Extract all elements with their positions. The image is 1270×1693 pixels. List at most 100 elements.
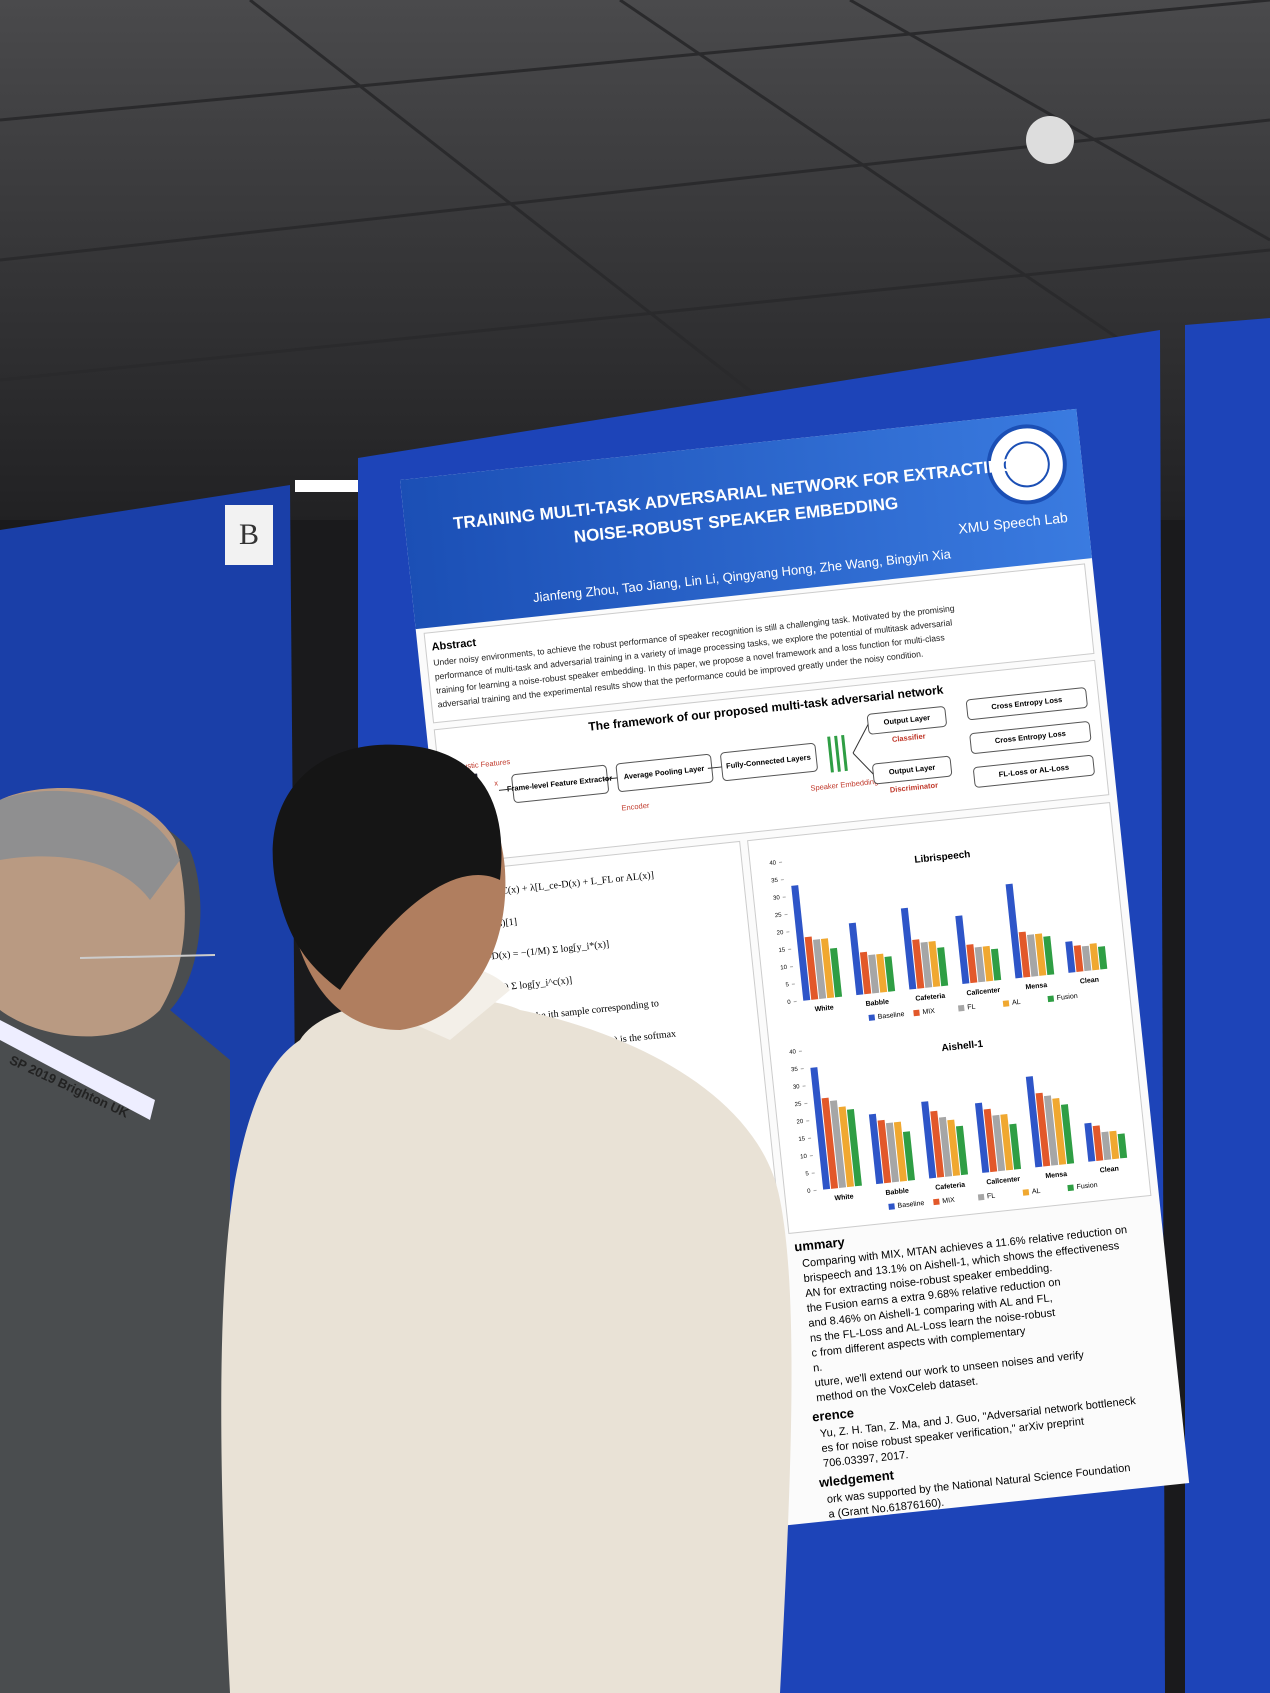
bar: [1092, 1125, 1104, 1161]
legend-swatch: [933, 1198, 940, 1206]
bar: [992, 1114, 1006, 1172]
legend-swatch: [1022, 1189, 1030, 1196]
arrow: [852, 724, 869, 754]
x-tick-label: Cafeteria: [915, 993, 946, 1003]
legend-swatch: [913, 1009, 920, 1017]
sign: [225, 505, 273, 565]
abstract-box: [423, 563, 1095, 724]
y-tick-label: 20: [776, 930, 784, 937]
bar: [983, 1108, 998, 1173]
man-shirt: [221, 997, 792, 1693]
chart-title: Aishell-1: [941, 1039, 984, 1054]
x-tick-label: Mensa: [1045, 1171, 1068, 1180]
poster-header: [400, 408, 1092, 630]
glasses: [79, 954, 216, 959]
bar: [791, 885, 811, 1001]
bar: [1073, 945, 1084, 972]
embedding-bar: [834, 735, 841, 772]
x-tick-label: White: [834, 1193, 854, 1202]
section-heading: ummary: [794, 1234, 847, 1254]
bar: [921, 1101, 937, 1179]
legend-label: MIX: [942, 1197, 955, 1205]
bar: [830, 947, 843, 998]
y-tick-label: 30: [773, 895, 781, 902]
arrow: [603, 777, 618, 780]
bar: [1035, 1092, 1051, 1167]
bar: [974, 946, 986, 983]
bar: [1065, 941, 1076, 973]
bar: [1052, 1097, 1067, 1165]
y-tick-label: 10: [780, 965, 788, 972]
bar: [938, 1116, 953, 1177]
smoke-detector: [1026, 116, 1074, 164]
y-tick-label: 40: [789, 1049, 797, 1056]
bar: [812, 939, 827, 1000]
head-label: Classifier: [891, 731, 926, 743]
man-hair: [272, 744, 502, 990]
legend-swatch: [957, 1004, 965, 1012]
y-tick-label: 15: [798, 1136, 806, 1143]
arrow: [498, 788, 513, 791]
bar: [955, 915, 970, 984]
embedding-bar: [841, 734, 848, 772]
bar: [848, 922, 864, 996]
y-tick-label: 0: [787, 1000, 792, 1006]
y-tick-label: 5: [805, 1171, 810, 1177]
university-logo-inner: [1003, 441, 1050, 488]
legend-swatch: [868, 1014, 876, 1021]
university-logo: [986, 424, 1067, 505]
legend-label: Fusion: [1076, 1182, 1098, 1191]
legend-label: Baseline: [877, 1011, 905, 1021]
bar: [1043, 1095, 1059, 1166]
section-line: n.: [813, 1362, 823, 1375]
older-man-hair: [0, 790, 180, 900]
bar: [1000, 1113, 1014, 1171]
bar: [1089, 943, 1100, 971]
y-tick-label: 0: [807, 1189, 812, 1195]
bar: [1043, 936, 1055, 976]
lanyard: [0, 1020, 155, 1120]
bar: [1084, 1122, 1096, 1162]
legend-label: FL: [987, 1193, 996, 1201]
x-label: x: [494, 778, 499, 787]
x-tick-label: Mensa: [1025, 982, 1048, 991]
legend-label: Baseline: [897, 1200, 925, 1210]
y-tick-label: 30: [793, 1084, 801, 1091]
abstract-heading: Abstract: [431, 637, 477, 654]
bar: [1060, 1104, 1075, 1165]
bar: [902, 1131, 915, 1181]
bar: [876, 953, 888, 993]
x-tick-label: White: [814, 1004, 834, 1013]
bar: [829, 1100, 847, 1188]
bar: [947, 1119, 961, 1176]
bar: [930, 1110, 945, 1178]
legend-label: MIX: [922, 1008, 935, 1016]
bar: [974, 1102, 990, 1173]
y-tick-label: 20: [796, 1119, 804, 1126]
legend-label: Fusion: [1056, 993, 1078, 1002]
bar: [1026, 934, 1039, 977]
bar: [1034, 933, 1047, 976]
y-tick-label: 15: [778, 947, 786, 954]
x-tick-label: Clean: [1080, 977, 1100, 986]
loss-box: [969, 721, 1092, 754]
loss-box: [973, 755, 1095, 788]
bar: [821, 1097, 839, 1189]
bar: [877, 1119, 892, 1184]
arrow: [707, 766, 722, 769]
bar: [1109, 1130, 1120, 1160]
legend-swatch: [977, 1193, 985, 1201]
y-tick-label: 25: [775, 913, 783, 920]
bar: [885, 1122, 900, 1183]
y-tick-label: 10: [800, 1154, 808, 1161]
bar: [820, 938, 835, 999]
legend-swatch: [1002, 1000, 1010, 1007]
y-tick-label: 35: [771, 878, 779, 885]
encoder-label: Encoder: [621, 801, 650, 813]
bar: [1081, 945, 1092, 972]
bar: [928, 941, 941, 988]
bar: [1097, 946, 1108, 970]
bar: [893, 1121, 908, 1182]
bar: [1009, 1123, 1022, 1170]
